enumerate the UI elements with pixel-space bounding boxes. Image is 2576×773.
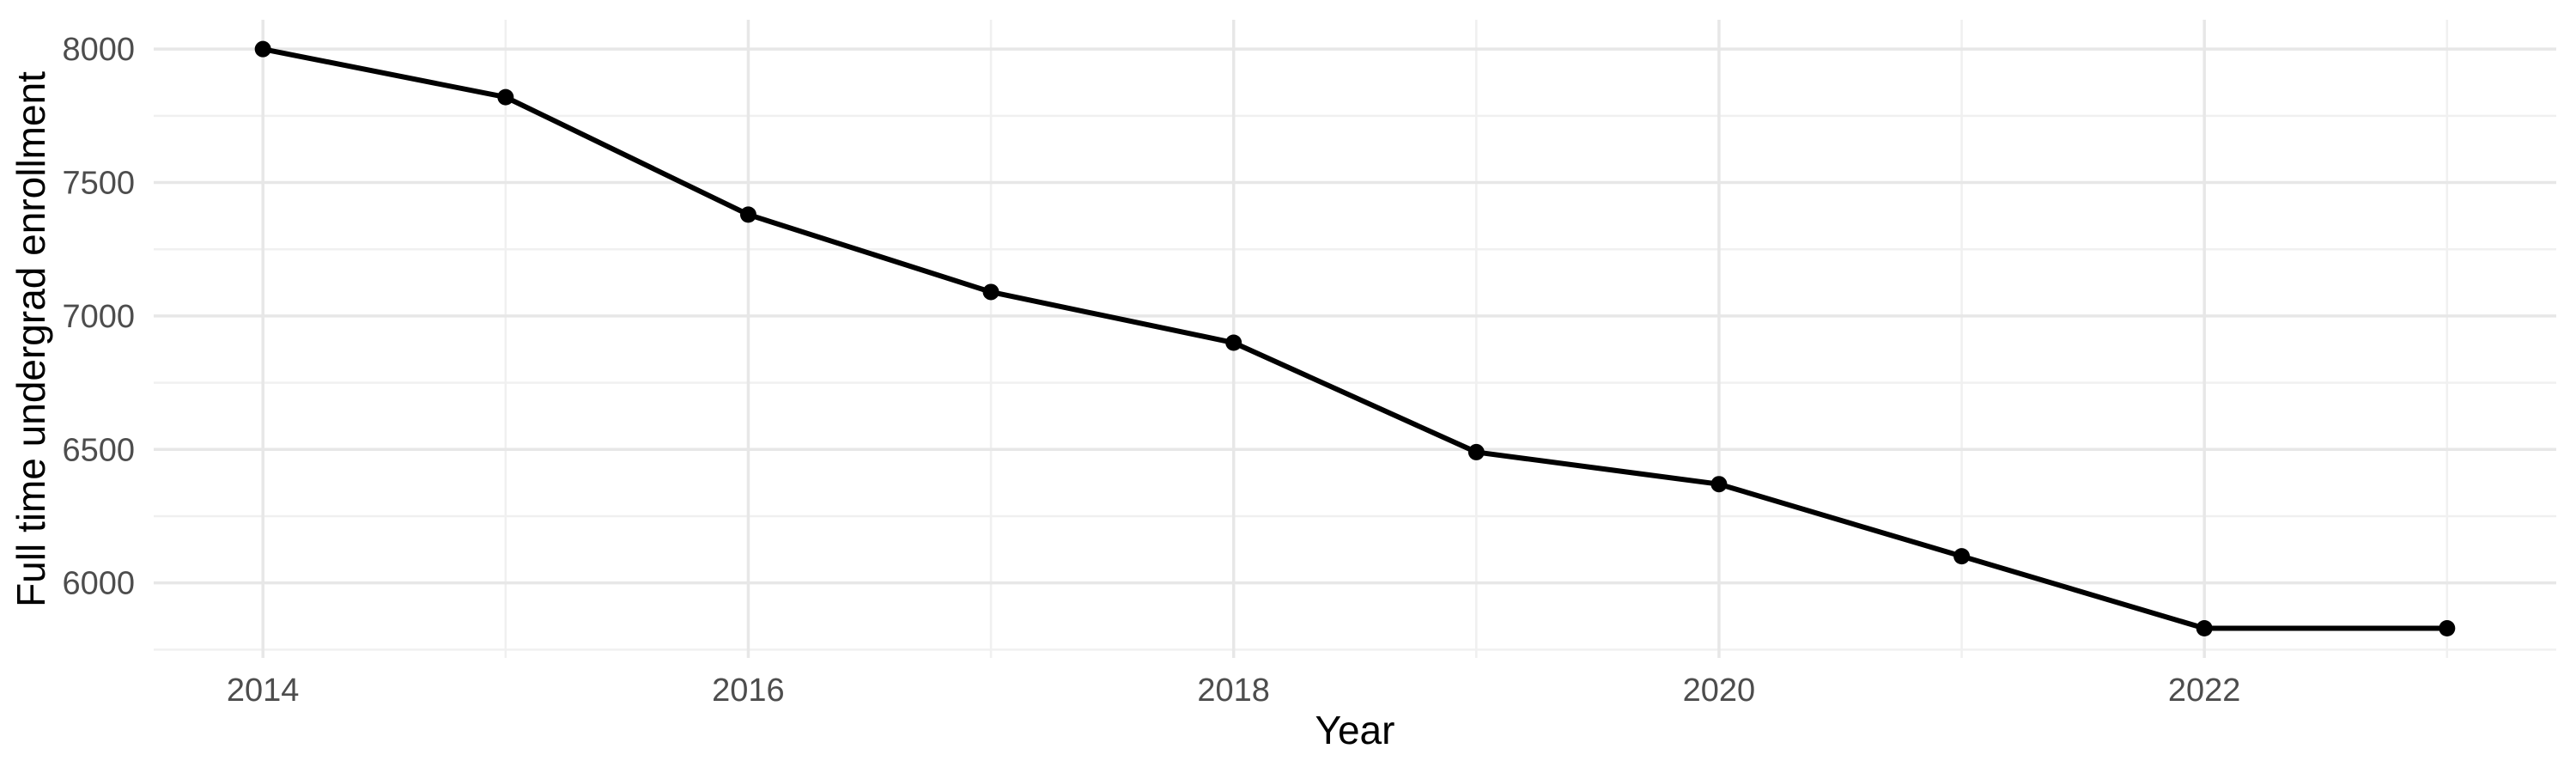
- x-axis-title: Year: [1315, 708, 1395, 752]
- y-tick-label: 7500: [62, 166, 135, 202]
- x-tick-label: 2014: [227, 673, 300, 709]
- data-point: [2439, 620, 2456, 637]
- data-point: [497, 88, 514, 106]
- data-point: [739, 206, 756, 223]
- gridlines-minor: [154, 20, 2556, 658]
- enrollment-line: [262, 46, 2447, 631]
- y-tick-label: 7000: [62, 299, 135, 335]
- data-point: [1225, 334, 1242, 351]
- y-tick-label: 6500: [62, 432, 135, 468]
- data-series-layer: [254, 40, 2456, 637]
- x-tick-label: 2022: [2168, 673, 2241, 709]
- data-point: [1953, 548, 1971, 565]
- x-tick-label: 2016: [712, 673, 785, 709]
- data-point: [254, 40, 271, 58]
- x-tick-label: 2020: [1683, 673, 1756, 709]
- data-point: [2196, 620, 2213, 637]
- data-point: [982, 283, 999, 301]
- x-tick-label: 2018: [1197, 673, 1270, 709]
- data-point: [1467, 443, 1485, 460]
- y-tick-label: 6000: [62, 566, 135, 602]
- y-axis-title: Full time undergrad enrollment: [9, 71, 53, 607]
- axis-tick-labels: 8000 7500 7000 6500 6000 2014 2016 2018 2020 2022: [62, 32, 2240, 709]
- data-point: [1710, 476, 1728, 493]
- y-tick-label: 8000: [62, 32, 135, 68]
